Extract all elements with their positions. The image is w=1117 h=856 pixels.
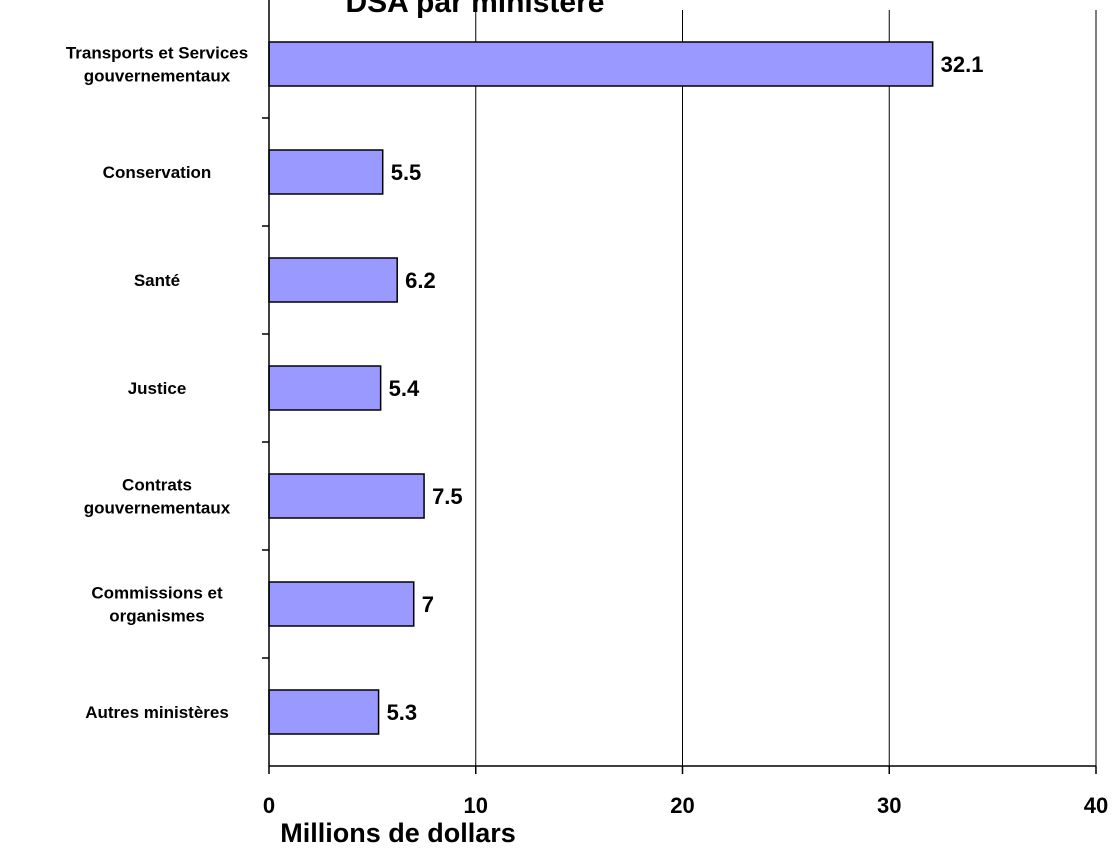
category-label-line: organismes	[109, 607, 204, 626]
x-axis-title: Millions de dollars	[280, 818, 516, 848]
data-label: 6.2	[405, 268, 436, 293]
category-label-line: Conservation	[103, 163, 212, 182]
category-label: Justice	[128, 379, 187, 398]
x-tick-label: 40	[1084, 793, 1108, 818]
bar	[268, 689, 380, 735]
category-label: Autres ministères	[85, 703, 229, 722]
category-label-line: Autres ministères	[85, 703, 229, 722]
category-label-line: gouvernementaux	[84, 499, 231, 518]
x-tick-label: 0	[263, 793, 275, 818]
category-label: Conservation	[103, 163, 212, 182]
category-label: Santé	[134, 271, 180, 290]
x-tick-label: 30	[877, 793, 901, 818]
data-label: 32.1	[941, 52, 984, 77]
bar	[268, 473, 425, 519]
category-label: Contrats gouvernementaux	[84, 476, 231, 518]
label-layer: 0 10 20 30 40 32.1 Transports et Services gouve…	[66, 44, 1108, 819]
category-label: Commissions et organismes	[91, 584, 223, 626]
bar-layer	[268, 41, 934, 735]
category-label-line: gouvernementaux	[84, 67, 231, 86]
grid-layer	[475, 10, 1097, 766]
data-label: 5.4	[389, 376, 420, 401]
bar	[268, 41, 934, 87]
bar	[268, 365, 382, 411]
chart-title: DSA par ministère	[346, 0, 605, 19]
bar	[268, 149, 384, 195]
category-label-line: Transports et Services	[66, 44, 248, 63]
data-label: 7.5	[432, 484, 463, 509]
data-label: 7	[422, 592, 434, 617]
x-tick-label: 10	[464, 793, 488, 818]
category-label-line: Justice	[128, 379, 187, 398]
axis-layer	[262, 0, 1097, 774]
category-label-line: Santé	[134, 271, 180, 290]
category-label-line: Commissions et	[91, 584, 223, 603]
data-label: 5.5	[391, 160, 422, 185]
bar	[268, 581, 415, 627]
category-label: Transports et Services gouvernementaux	[66, 44, 248, 86]
x-tick-label: 20	[670, 793, 694, 818]
bar	[268, 257, 398, 303]
category-label-line: Contrats	[122, 476, 192, 495]
data-label: 5.3	[387, 700, 418, 725]
